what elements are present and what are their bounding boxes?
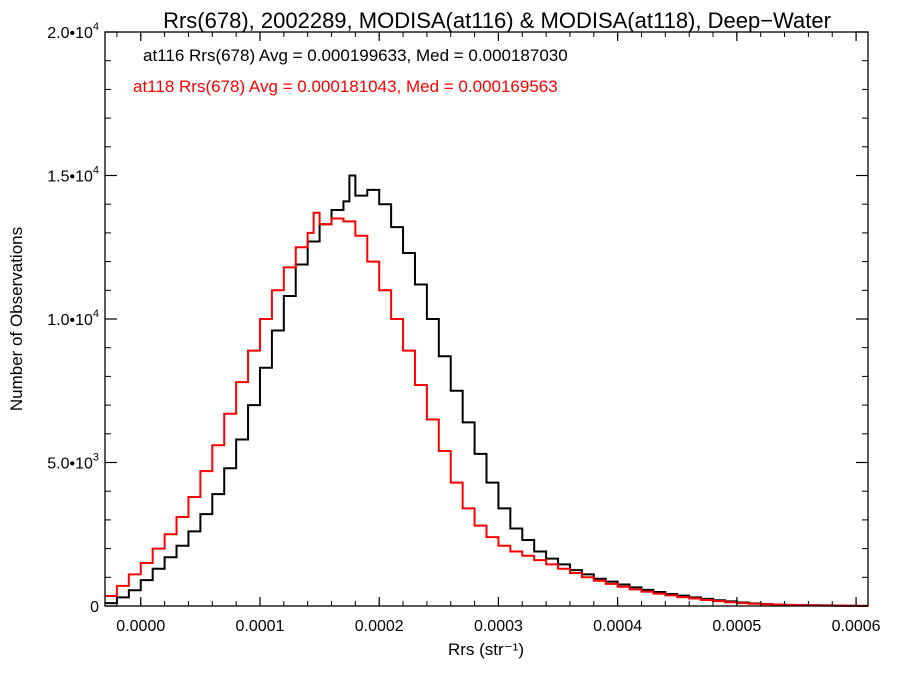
annotation-at118: at118 Rrs(678) Avg = 0.000181043, Med = … bbox=[133, 77, 558, 96]
series-line-0 bbox=[105, 174, 868, 607]
x-tick-label: 0.0004 bbox=[593, 618, 642, 635]
x-tick-label: 0.0002 bbox=[355, 618, 404, 635]
plot-frame bbox=[104, 31, 869, 607]
y-tick-label: 2.0•104 bbox=[47, 21, 99, 42]
x-tick-label: 0.0006 bbox=[832, 618, 881, 635]
series-layer bbox=[105, 174, 868, 607]
y-tick-label: 1.0•104 bbox=[47, 308, 99, 329]
x-axis-label: Rrs (str⁻¹) bbox=[448, 640, 524, 659]
series-line-1 bbox=[105, 211, 868, 607]
x-tick-labels: 0.0000 0.0001 0.0002 0.0003 0.0004 0.0005 0.00… bbox=[116, 618, 880, 635]
y-tick-labels: 0 5.0•103 1.0•104 1.5•104 2.0•104 bbox=[47, 21, 99, 616]
x-tick-label: 0.0001 bbox=[236, 618, 285, 635]
y-tick-label: 1.5•104 bbox=[47, 165, 99, 186]
x-tick-label: 0.0000 bbox=[116, 618, 165, 635]
x-tick-label: 0.0003 bbox=[474, 618, 523, 635]
chart-title: Rrs(678), 2002289, MODISA(at116) & MODIS… bbox=[163, 8, 831, 33]
annotation-at116: at116 Rrs(678) Avg = 0.000199633, Med = … bbox=[143, 46, 568, 65]
tick-layer bbox=[105, 31, 868, 607]
x-tick-label: 0.0005 bbox=[712, 618, 761, 635]
y-tick-label: 0 bbox=[90, 599, 99, 616]
y-tick-label: 5.0•103 bbox=[47, 452, 99, 473]
y-axis-label: Number of Observations bbox=[7, 227, 26, 411]
